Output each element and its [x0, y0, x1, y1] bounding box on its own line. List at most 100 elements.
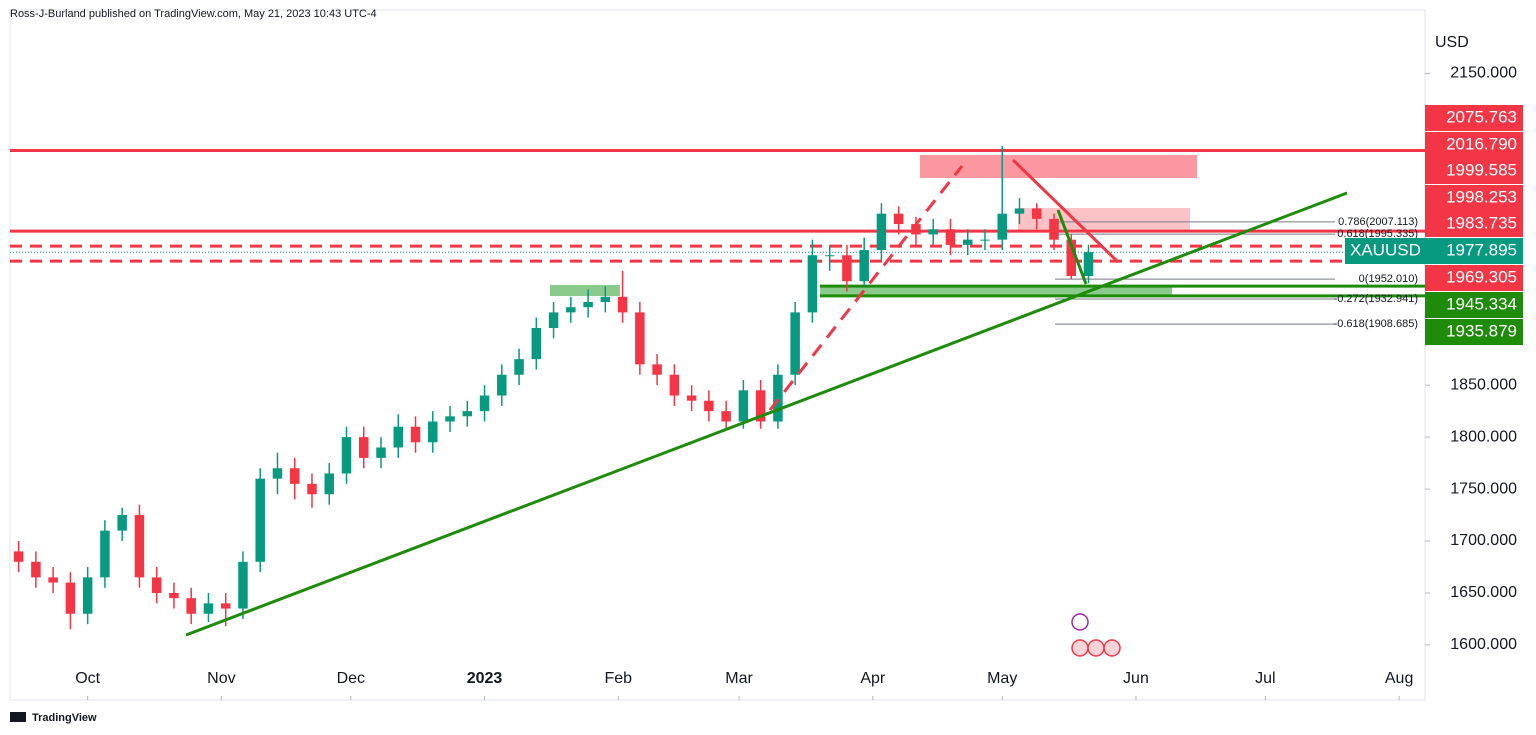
candle-body	[134, 515, 145, 578]
x-tick-label: Jun	[1123, 670, 1149, 687]
x-tick-label: May	[987, 670, 1017, 687]
candle-body	[635, 312, 645, 365]
price-label-box	[1425, 185, 1523, 211]
candle-body	[1083, 252, 1094, 277]
candle-body	[548, 312, 559, 328]
candle-body	[82, 577, 93, 614]
candle-body	[962, 239, 973, 245]
candle-body	[980, 239, 990, 241]
candle-body	[652, 364, 662, 375]
candle-body	[65, 582, 76, 614]
zones	[550, 155, 1197, 296]
y-tick-label: 1600.000	[1450, 636, 1517, 653]
price-label-box	[1425, 319, 1523, 345]
support-zone	[820, 285, 1172, 296]
candle-body	[790, 312, 800, 375]
candle-body	[531, 327, 542, 360]
candle-body	[617, 296, 628, 313]
drawings	[185, 158, 1348, 657]
candle-body	[203, 603, 214, 614]
price-label: 1935.879	[1446, 321, 1517, 340]
trendline	[185, 191, 1348, 637]
candle-body	[1049, 218, 1059, 240]
header: Ross-J-Burland published on TradingView.…	[10, 8, 377, 20]
candle-body	[876, 213, 887, 251]
candle-body	[842, 255, 852, 282]
price-label-box	[1425, 132, 1523, 158]
candle-body	[48, 577, 58, 583]
price-label: 1999.585	[1446, 160, 1517, 179]
x-tick-label: Jul	[1255, 670, 1275, 687]
x-tick-label: Dec	[337, 670, 365, 687]
candle-body	[341, 437, 352, 474]
candle-body	[307, 483, 317, 495]
candle-body	[721, 411, 731, 422]
plot-frame	[9, 9, 1426, 701]
candle-body	[376, 447, 386, 458]
x-tick-label: Oct	[75, 670, 100, 687]
x-tick-label: Nov	[207, 670, 235, 687]
footer: TradingView	[32, 712, 97, 724]
event-icon[interactable]	[1071, 639, 1089, 657]
price-label-box	[1345, 238, 1523, 264]
candle-body	[514, 359, 524, 375]
price-label: 1969.305	[1446, 267, 1517, 286]
price-label: 2016.790	[1446, 134, 1517, 153]
fib-label: -0.272(1932.941)	[1334, 293, 1418, 305]
trendline	[768, 165, 964, 411]
candle-body	[600, 296, 611, 303]
price-label-box	[1425, 265, 1523, 291]
event-icon[interactable]	[1071, 613, 1089, 631]
axes: 1600.000 1650.000 1700.000 1750.000 1800.000…	[75, 65, 1523, 700]
y-tick-label: 1700.000	[1450, 532, 1517, 549]
fib-label: -0.618(1908.685)	[1334, 318, 1418, 330]
price-label-box	[1425, 158, 1523, 184]
candle-body	[289, 468, 300, 484]
price-label-box	[1425, 292, 1523, 318]
price-label: 1945.334	[1446, 294, 1517, 313]
candle-body	[583, 302, 593, 308]
symbol-label: XAUUSD	[1350, 240, 1421, 259]
fib-label: 0.618(1995.335)	[1337, 228, 1418, 240]
candle-body	[393, 426, 404, 448]
event-icon[interactable]	[1103, 639, 1121, 657]
candle-body	[497, 374, 507, 396]
y-tick-label: 1800.000	[1450, 428, 1517, 445]
candle-body	[169, 592, 179, 599]
candle-body	[255, 478, 265, 562]
x-tick-label: Apr	[860, 670, 886, 687]
trendline	[1011, 158, 1120, 264]
candle-body	[220, 603, 231, 609]
levels	[10, 149, 1425, 298]
y-tick-label: 1850.000	[1450, 376, 1517, 393]
y-tick-label: 1650.000	[1450, 584, 1517, 601]
candle-body	[445, 416, 455, 422]
candle-body	[945, 229, 956, 245]
x-tick-label: 2023	[467, 670, 503, 687]
support-zone	[550, 285, 620, 296]
candle-body	[686, 395, 697, 401]
candle-body	[911, 224, 921, 235]
resistance-zone	[920, 155, 1197, 178]
resistance-zone	[1018, 208, 1190, 230]
candle-body	[928, 229, 938, 235]
candle-body	[186, 598, 196, 614]
fib-label: 0.786(2007.113)	[1338, 216, 1418, 228]
fib-label: 0(1952.010)	[1359, 273, 1418, 285]
y-tick-label: 2150.000	[1450, 65, 1517, 82]
candle-body	[704, 400, 714, 412]
x-tick-label: Feb	[604, 670, 632, 687]
y-tick-label: 1750.000	[1450, 480, 1517, 497]
candles	[13, 146, 1094, 630]
trendline	[1056, 209, 1088, 285]
event-icon[interactable]	[1087, 639, 1105, 657]
candle-body	[824, 255, 835, 257]
candle-body	[462, 411, 473, 417]
price-label: 2075.763	[1446, 107, 1517, 126]
logo	[10, 712, 26, 722]
candle-body	[410, 426, 421, 443]
candle-body	[997, 213, 1007, 240]
candle-body	[566, 307, 576, 313]
candle-body	[238, 561, 248, 609]
